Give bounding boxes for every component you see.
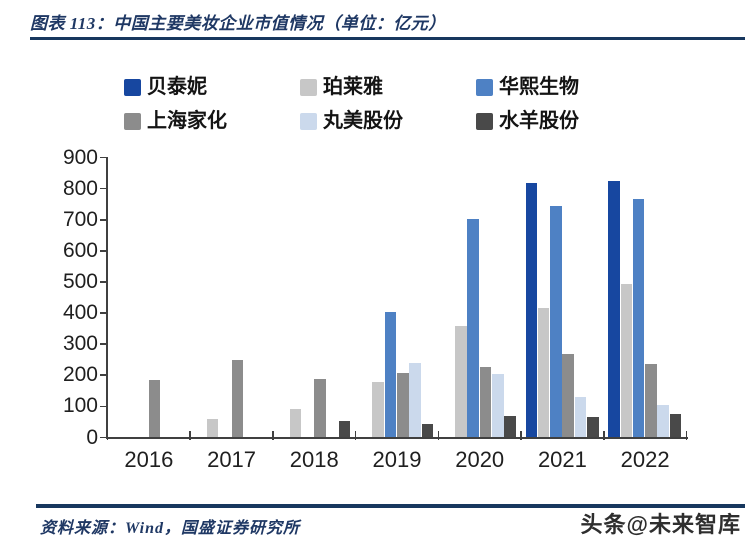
bar-水羊股份-2022 (669, 414, 682, 438)
x-axis-tick (520, 431, 522, 440)
footer-divider-rule (36, 504, 745, 508)
y-axis-tick-label: 800 (62, 176, 98, 200)
legend-label: 华熙生物 (499, 76, 579, 98)
bar-水羊股份-2018 (338, 420, 351, 438)
legend-item: 珀莱雅 (300, 77, 383, 97)
y-axis-tick-label: 700 (62, 207, 98, 231)
x-axis-tick (272, 431, 274, 440)
legend-item: 丸美股份 (300, 111, 403, 131)
bar-珀莱雅-2022 (620, 283, 633, 438)
figure-title: 图表 113：中国主要美妆企业市值情况（单位：亿元） (30, 14, 446, 33)
x-axis-label: 2018 (289, 447, 339, 472)
bar-上海家化-2021 (562, 353, 574, 438)
legend-label: 丸美股份 (323, 110, 403, 132)
bar-华熙生物-2022 (632, 199, 645, 438)
bar-上海家化-2016 (148, 379, 161, 438)
y-axis-line (106, 157, 108, 439)
legend-item: 华熙生物 (476, 77, 579, 97)
bar-珀莱雅-2019 (372, 382, 384, 438)
x-axis-tick (437, 431, 440, 440)
y-axis-tick (99, 374, 108, 377)
legend-swatch-icon (124, 78, 141, 96)
y-axis-tick (99, 156, 108, 159)
bar-丸美股份-2019 (409, 362, 421, 438)
legend-item: 水羊股份 (476, 111, 579, 131)
y-axis-tick (99, 343, 108, 345)
y-axis-tick-label: 400 (62, 301, 98, 325)
bar-丸美股份-2022 (657, 405, 669, 438)
y-axis-tick-label: 0 (86, 425, 98, 449)
x-axis-label: 2017 (207, 447, 257, 472)
x-axis-label: 2022 (620, 447, 670, 472)
y-axis-tick (99, 281, 108, 283)
bar-珀莱雅-2021 (537, 307, 550, 438)
x-axis-tick (189, 431, 191, 440)
bar-水羊股份-2021 (587, 417, 599, 438)
x-axis-label: 2019 (372, 447, 422, 472)
y-axis-tick-label: 200 (62, 363, 98, 387)
legend-item: 上海家化 (124, 111, 227, 131)
bar-华熙生物-2019 (384, 312, 397, 438)
x-axis-label: 2021 (537, 447, 587, 472)
x-axis-label: 2016 (124, 447, 174, 472)
y-axis-tick (99, 187, 108, 190)
bar-上海家化-2018 (314, 379, 326, 438)
legend-swatch-icon (300, 78, 317, 96)
x-axis-tick (602, 431, 605, 440)
x-axis-tick (354, 431, 357, 440)
bar-上海家化-2017 (231, 360, 244, 438)
title-divider-rule (30, 37, 745, 40)
legend-label: 水羊股份 (499, 110, 579, 132)
bar-上海家化-2022 (645, 363, 657, 438)
bar-珀莱雅-2018 (289, 408, 302, 438)
bar-贝泰妮-2021 (525, 183, 538, 438)
legend-item: 贝泰妮 (124, 77, 207, 97)
legend-swatch-icon (300, 112, 317, 130)
y-axis-tick-label: 600 (62, 238, 98, 262)
bar-水羊股份-2020 (504, 415, 516, 438)
y-axis-tick (99, 250, 108, 252)
y-axis-tick (99, 312, 108, 314)
bar-上海家化-2019 (397, 373, 409, 438)
x-axis-tick (685, 431, 688, 440)
bar-贝泰妮-2022 (608, 180, 620, 438)
bar-华熙生物-2021 (550, 206, 562, 438)
y-axis-tick (99, 405, 108, 408)
bar-上海家化-2020 (479, 366, 492, 438)
legend-swatch-icon (124, 112, 141, 130)
y-axis-tick-label: 100 (62, 394, 98, 418)
x-axis-label: 2020 (455, 447, 505, 472)
y-axis-tick-label: 900 (62, 145, 98, 169)
y-axis-tick (99, 436, 108, 439)
data-source-note: 资料来源：Wind，国盛证券研究所 (40, 520, 300, 537)
y-axis-tick (99, 218, 108, 221)
x-axis-line (106, 437, 688, 439)
watermark-text: 头条@未来智库 (580, 512, 741, 537)
y-axis-tick-label: 300 (62, 332, 98, 356)
y-axis-tick-label: 500 (62, 269, 98, 293)
legend-label: 贝泰妮 (147, 76, 207, 98)
bar-珀莱雅-2017 (206, 418, 219, 438)
legend-label: 珀莱雅 (323, 76, 383, 98)
bar-丸美股份-2020 (492, 373, 504, 438)
bar-水羊股份-2019 (421, 424, 434, 438)
bar-珀莱雅-2020 (455, 326, 467, 438)
legend-swatch-icon (476, 112, 493, 130)
legend-swatch-icon (476, 78, 493, 96)
bar-丸美股份-2021 (574, 397, 587, 438)
legend-label: 上海家化 (147, 110, 227, 132)
bar-华熙生物-2020 (467, 219, 479, 438)
